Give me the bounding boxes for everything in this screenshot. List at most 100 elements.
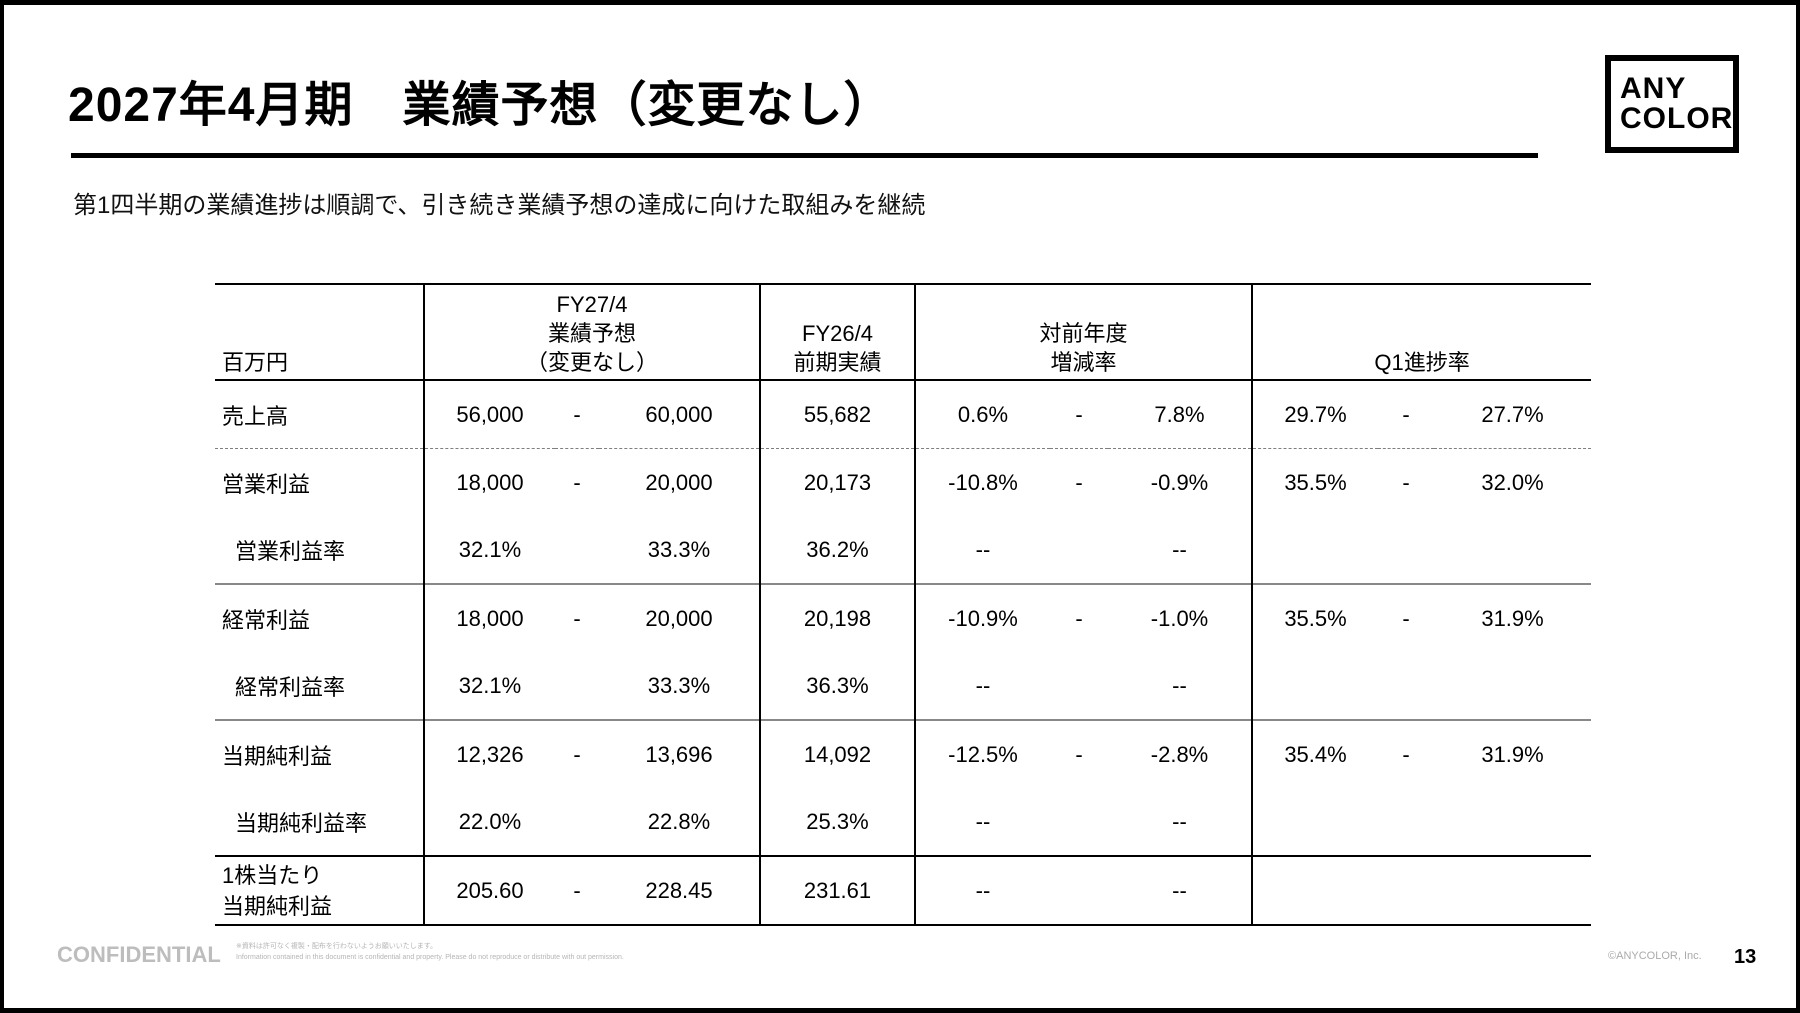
yoy-low-cell: --: [914, 788, 1050, 856]
forecast-separator-cell: -: [573, 401, 581, 427]
yoy-header-line: 対前年度: [1039, 321, 1128, 346]
q1-progress-b-cell: 27.7%: [1481, 401, 1544, 427]
page-number: 13: [1734, 946, 1757, 968]
row-label-line: 営業利益: [222, 471, 311, 497]
unit-header: 百万円: [222, 350, 289, 375]
slide: 2027年4月期 業績予想（変更なし） ANY COLOR 第1四半期の業績進捗…: [4, 5, 1796, 1008]
prior-actual-cell: 231.61: [759, 856, 915, 925]
q1-progress-a-cell: 35.5%: [1251, 448, 1379, 516]
logo-line-1: ANY: [1620, 72, 1687, 105]
yoy-high-cell: --: [1172, 808, 1187, 834]
forecast-high-cell: 13,696: [645, 741, 713, 767]
yoy-low-cell: -10.8%: [914, 448, 1050, 516]
row-label: 売上高: [215, 380, 424, 449]
row-label-line: 当期純利益: [222, 743, 333, 769]
q1-progress-b-cell: [1434, 856, 1591, 925]
forecast-separator-cell: -: [573, 605, 581, 631]
confidential-note: ※資料は許可なく複製・配布を行わないようお願いいたします。 Informatio…: [236, 941, 624, 963]
q1-separator-cell: [1378, 856, 1434, 925]
row-label-line: 営業利益率: [235, 538, 346, 564]
yoy-high-cell: --: [1172, 536, 1187, 562]
q1-progress-a-cell: 35.4%: [1251, 720, 1379, 788]
yoy-separator-cell: -: [1075, 741, 1083, 767]
prior-actual-cell: 36.2%: [759, 516, 915, 584]
forecast-header: FY27/4 業績予想 （変更なし）: [423, 284, 760, 380]
yoy-low-cell: --: [914, 516, 1050, 584]
forecast-separator-cell: [555, 788, 599, 856]
confidential-note-jp: ※資料は許可なく複製・配布を行わないようお願いいたします。: [236, 943, 438, 950]
q1-progress-a-cell: [1251, 788, 1379, 856]
yoy-high-cell: -0.9%: [1150, 469, 1209, 495]
q1-progress-a-cell: [1251, 652, 1379, 720]
q1-progress-a-cell: 29.7%: [1251, 380, 1379, 449]
forecast-table: 百万円 FY27/4 業績予想 （変更なし） FY26/4 前期実績 対前年度 …: [215, 283, 1592, 926]
confidential-label: CONFIDENTIAL: [57, 942, 221, 967]
yoy-low-cell: --: [914, 652, 1050, 720]
yoy-high-cell: --: [1172, 877, 1187, 903]
row-label: 経常利益率: [215, 652, 424, 720]
yoy-separator-cell: [1050, 516, 1108, 584]
forecast-low-cell: 32.1%: [423, 516, 555, 584]
q1-progress-b-cell: [1434, 788, 1591, 856]
yoy-high-cell: 7.8%: [1154, 401, 1205, 427]
table-row: 営業利益 18,000-20,000 20,173 -10.8% - -0.9% 35.5%…: [215, 448, 1591, 517]
q1-separator-cell: -: [1402, 469, 1410, 495]
yoy-header-line: 増減率: [1050, 350, 1117, 375]
subtitle: 第1四半期の業績進捗は順調で、引き続き業績予想の達成に向けた取組みを継続: [73, 192, 926, 219]
prior-header-line: FY26/4: [802, 321, 873, 346]
yoy-separator-cell: [1050, 856, 1108, 925]
confidential-note-en: Information contained in this document i…: [236, 954, 624, 961]
forecast-high-cell: 33.3%: [647, 536, 711, 562]
q1-separator-cell: -: [1402, 401, 1410, 427]
table-row: 1株当たり 当期純利益 205.60-228.45 231.61 -- --: [215, 856, 1592, 925]
anycolor-logo: ANY COLOR: [1605, 55, 1739, 153]
q1-separator-cell: -: [1402, 605, 1410, 631]
q1-progress-b-cell: 31.9%: [1481, 741, 1544, 767]
q1-progress-b-cell: [1434, 516, 1591, 584]
yoy-high-cell: -2.8%: [1150, 741, 1209, 767]
forecast-high-cell: 22.8%: [647, 808, 711, 834]
yoy-low-cell: --: [914, 856, 1050, 925]
row-label: 当期純利益: [215, 720, 424, 788]
q1-separator-cell: -: [1402, 741, 1410, 767]
forecast-low-cell: 56,000: [423, 380, 555, 449]
q1-progress-a-cell: 35.5%: [1251, 584, 1379, 652]
table-row: 当期純利益率 22.0% 22.8% 25.3% -- --: [215, 788, 1592, 856]
row-label-line: 1株当たり: [222, 862, 323, 888]
prior-header: FY26/4 前期実績: [759, 284, 915, 380]
yoy-separator-cell: [1050, 652, 1108, 720]
forecast-header-line: 業績予想: [547, 321, 636, 346]
row-label: 営業利益: [215, 449, 424, 517]
row-label-line: 売上高: [222, 403, 289, 429]
forecast-low-cell: 18,000: [423, 584, 555, 652]
yoy-low-cell: -10.9%: [914, 584, 1050, 652]
forecast-high-cell: 20,000: [645, 469, 713, 495]
prior-actual-cell: 25.3%: [759, 788, 915, 856]
prior-actual-cell: 20,173: [759, 448, 915, 516]
forecast-header-line: （変更なし）: [525, 350, 658, 375]
yoy-high-cell: -1.0%: [1150, 605, 1209, 631]
row-label: 経常利益: [215, 584, 424, 652]
q1-separator-cell: [1378, 516, 1434, 584]
row-label-line: 経常利益: [222, 607, 311, 633]
q1-progress-a-cell: [1251, 516, 1379, 584]
yoy-separator-cell: -: [1075, 605, 1083, 631]
forecast-separator-cell: [555, 652, 599, 720]
forecast-low-cell: 18,000: [423, 448, 555, 516]
forecast-header-line: FY27/4: [556, 292, 628, 317]
yoy-low-cell: -12.5%: [914, 720, 1050, 788]
page-title: 2027年4月期 業績予想（変更なし）: [68, 79, 893, 132]
table-row: 経常利益率 32.1% 33.3% 36.3% -- --: [215, 652, 1592, 720]
title-underline: [71, 153, 1538, 158]
forecast-high-cell: 33.3%: [647, 672, 711, 698]
copyright: ©ANYCOLOR, Inc.: [1608, 950, 1702, 962]
row-label-line: 経常利益率: [235, 674, 346, 700]
row-label-line: 当期純利益: [222, 893, 333, 919]
prior-actual-cell: 20,198: [759, 584, 915, 652]
table-row: 当期純利益 12,326-13,696 14,092 -12.5% - -2.8% 35.4…: [215, 720, 1591, 788]
yoy-separator-cell: -: [1075, 401, 1083, 427]
forecast-separator-cell: -: [573, 877, 581, 903]
q1-progress-b-cell: 31.9%: [1481, 605, 1544, 631]
forecast-low-cell: 22.0%: [423, 788, 555, 856]
prior-header-line: 前期実績: [793, 350, 882, 375]
